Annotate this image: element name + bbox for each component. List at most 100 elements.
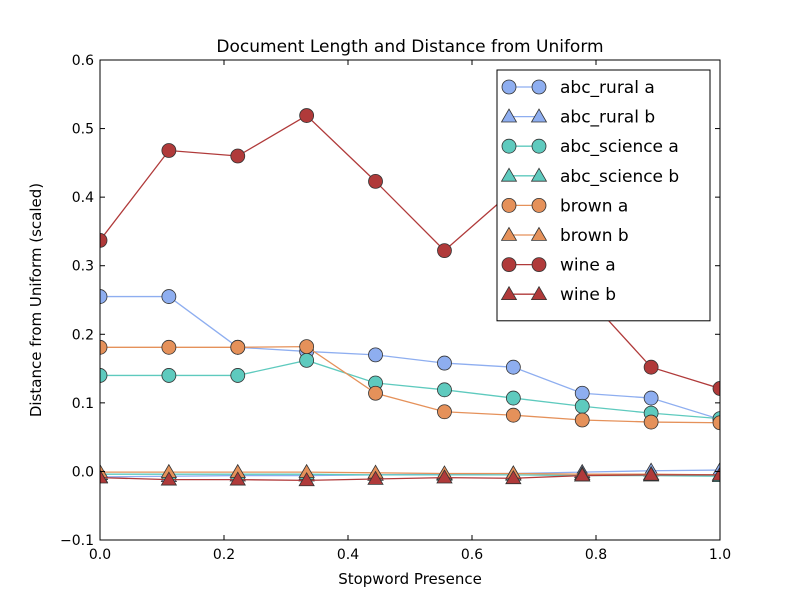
data-point-abc-science-a xyxy=(161,368,177,383)
data-point-wine-b xyxy=(100,469,109,484)
data-point-wine-b xyxy=(436,469,453,484)
legend-marker xyxy=(531,79,547,95)
legend-marker xyxy=(501,138,517,154)
legend-item: abc_science a xyxy=(501,137,679,157)
y-tick-label: −0.1 xyxy=(60,533,94,549)
data-point-brown-a xyxy=(574,412,590,428)
legend-label: wine a xyxy=(560,256,616,276)
y-axis-label: Distance from Uniform (scaled) xyxy=(27,183,45,417)
legend-marker xyxy=(500,285,518,301)
series-wine-b xyxy=(100,466,720,487)
legend-label: brown b xyxy=(560,226,629,246)
legend-marker xyxy=(530,226,548,241)
plot-frame xyxy=(99,59,721,541)
legend-marker xyxy=(530,108,548,123)
data-point-abc-science-a xyxy=(437,382,452,398)
series-line-abc-science-a xyxy=(100,359,720,420)
data-point-abc-rural-a xyxy=(505,359,521,375)
x-tick-label: 0.6 xyxy=(461,547,483,563)
legend-marker xyxy=(501,257,517,273)
data-point-brown-a xyxy=(437,404,452,420)
data-point-abc-rural-a xyxy=(100,289,108,304)
legend-item: wine b xyxy=(500,285,616,305)
legend: abc_rural a abc_rural b abc_science a abc_s… xyxy=(496,69,711,322)
data-point-wine-a xyxy=(230,148,246,164)
data-point-abc-rural-a xyxy=(643,390,659,406)
x-tick-label: 0.2 xyxy=(213,547,235,563)
data-point-brown-a xyxy=(161,339,177,355)
legend-label: brown a xyxy=(560,196,628,216)
data-point-wine-b xyxy=(229,471,246,486)
data-point-abc-science-a xyxy=(230,368,246,383)
data-point-abc-science-a xyxy=(100,368,108,383)
data-point-wine-b xyxy=(505,469,522,485)
data-point-wine-b xyxy=(367,470,384,485)
data-point-wine-a xyxy=(368,173,383,189)
x-tick-label: 0.4 xyxy=(337,547,359,563)
data-point-wine-b xyxy=(642,466,660,481)
data-point-wine-b xyxy=(298,472,315,487)
legend-marker xyxy=(530,285,548,301)
y-tick-label: 0.4 xyxy=(72,190,94,206)
data-point-wine-a xyxy=(299,108,315,123)
data-point-wine-a xyxy=(437,243,452,259)
series-line-wine-b xyxy=(100,474,720,481)
data-point-abc-science-a xyxy=(574,398,590,414)
y-tick-label: 0.6 xyxy=(72,53,94,69)
series-abc-science-a xyxy=(100,352,720,427)
data-point-brown-a xyxy=(712,415,720,431)
legend-label: abc_rural b xyxy=(560,108,655,128)
data-point-brown-a xyxy=(100,339,108,355)
legend-label: abc_rural a xyxy=(560,78,655,98)
legend-label: abc_science a xyxy=(560,137,679,157)
data-point-brown-a xyxy=(505,407,521,423)
legend-marker xyxy=(530,167,548,182)
legend-box xyxy=(496,69,711,322)
data-point-wine-a xyxy=(161,143,177,158)
data-point-wine-a xyxy=(712,381,720,396)
legend-label: abc_science b xyxy=(560,167,679,187)
legend-item: wine a xyxy=(501,256,616,276)
series-line-brown-b xyxy=(100,471,720,476)
data-point-brown-a xyxy=(299,339,315,355)
series-brown-a xyxy=(100,339,720,431)
data-point-wine-a xyxy=(100,232,108,248)
legend-marker xyxy=(531,197,547,213)
legend-item: brown b xyxy=(500,226,629,246)
data-point-brown-a xyxy=(230,339,246,355)
data-point-abc-rural-a xyxy=(574,385,590,401)
series-layer xyxy=(100,108,720,487)
legend-marker xyxy=(501,79,517,95)
legend-item: abc_rural b xyxy=(500,108,655,128)
y-tick-label: 0.1 xyxy=(72,396,94,412)
data-point-brown-a xyxy=(368,385,383,401)
data-point-wine-a xyxy=(643,359,659,375)
legend-item: abc_rural a xyxy=(501,78,655,98)
legend-marker xyxy=(531,138,547,154)
data-point-abc-science-a xyxy=(505,390,521,406)
series-line-abc-rural-a xyxy=(100,295,720,420)
x-tick-label: 0.8 xyxy=(585,547,607,563)
legend-marker xyxy=(501,197,517,213)
x-tick-label: 0.0 xyxy=(89,547,111,563)
axes: 0.0 0.2 0.4 0.6 0.8 1.0−0.10.00.10.20.30.40.5… xyxy=(60,53,731,563)
legend-marker xyxy=(531,257,547,273)
data-point-wine-b xyxy=(574,467,591,482)
series-line-brown-a xyxy=(100,345,720,424)
y-tick-label: 0.0 xyxy=(72,464,94,480)
plot-area xyxy=(100,108,720,487)
x-axis-label: Stopword Presence xyxy=(338,570,482,588)
legend-item: brown a xyxy=(501,196,628,216)
legend-label: wine b xyxy=(560,285,616,305)
y-tick-label: 0.2 xyxy=(72,327,94,343)
y-tick-label: 0.3 xyxy=(72,259,94,275)
legend-marker xyxy=(500,108,518,123)
legend-marker xyxy=(500,167,518,182)
data-point-abc-science-a xyxy=(299,352,315,368)
legend-item: abc_science b xyxy=(500,167,679,187)
chart-title: Document Length and Distance from Unifor… xyxy=(216,37,603,57)
y-tick-label: 0.5 xyxy=(72,122,94,138)
data-point-abc-rural-a xyxy=(437,355,452,371)
data-point-abc-rural-a xyxy=(161,289,177,304)
